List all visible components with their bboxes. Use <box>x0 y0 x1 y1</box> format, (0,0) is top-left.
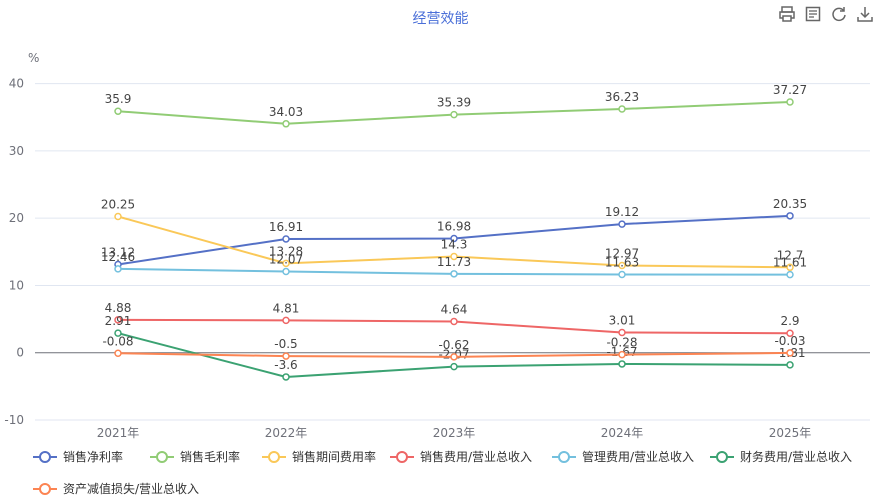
data-label: 4.64 <box>441 303 468 317</box>
legend-marker <box>39 483 51 495</box>
legend-label: 销售净利率 <box>63 449 123 464</box>
legend-marker <box>39 451 51 463</box>
data-label: 13.12 <box>101 245 135 259</box>
data-point <box>282 316 290 325</box>
legend-marker <box>156 451 168 463</box>
data-label: 2.9 <box>780 314 799 328</box>
data-point <box>450 110 458 119</box>
data-label: 35.9 <box>105 92 132 106</box>
data-point <box>114 349 122 358</box>
data-point <box>786 98 794 106</box>
data-label: 12.46 <box>101 250 135 264</box>
data-point <box>450 252 458 261</box>
data-label: 2.91 <box>105 314 132 328</box>
data-point <box>786 349 794 357</box>
y-tick-label: 30 <box>9 144 24 158</box>
data-label: 11.61 <box>773 256 807 270</box>
data-label: 20.25 <box>101 198 135 212</box>
data-label: 13.28 <box>269 244 303 258</box>
data-point <box>450 362 458 371</box>
legend-marker <box>558 451 570 463</box>
data-point <box>786 329 794 337</box>
data-point <box>114 316 122 324</box>
download-icon[interactable] <box>857 6 873 22</box>
data-label: -0.28 <box>606 336 637 350</box>
data-point <box>114 329 122 337</box>
data-label: -3.6 <box>274 358 297 372</box>
data-point <box>618 105 626 113</box>
x-tick-label: 2022年 <box>265 426 308 440</box>
data-point <box>786 263 794 272</box>
data-label: 11.63 <box>605 255 639 269</box>
x-tick-label: 2025年 <box>769 426 812 440</box>
legend-label: 销售毛利率 <box>180 449 240 464</box>
data-label: -0.5 <box>274 337 297 351</box>
y-tick-label: 0 <box>16 346 24 360</box>
data-point <box>114 107 122 115</box>
legend-label: 销售期间费用率 <box>292 449 376 464</box>
data-label: 12.7 <box>777 248 804 262</box>
restore-icon[interactable] <box>831 6 847 22</box>
legend-label: 财务费用/营业总收入 <box>740 449 852 464</box>
x-tick-label: 2021年 <box>97 426 140 440</box>
x-tick-label: 2023年 <box>433 426 476 440</box>
x-tick-label: 2024年 <box>601 426 644 440</box>
data-point <box>282 120 290 128</box>
legend-marker <box>396 451 408 463</box>
data-label: -0.62 <box>438 338 469 352</box>
data-point <box>450 317 458 326</box>
data-label: 19.12 <box>605 205 639 219</box>
legend-label: 销售费用/营业总收入 <box>420 449 532 464</box>
data-point <box>618 261 626 270</box>
data-point <box>282 352 290 360</box>
data-label: 16.91 <box>269 220 303 234</box>
y-tick-label: 20 <box>9 211 24 225</box>
data-label: 4.88 <box>105 301 132 315</box>
data-label: 34.03 <box>269 105 303 119</box>
data-point <box>786 361 794 369</box>
legend-label: 管理费用/营业总收入 <box>582 449 694 464</box>
data-point <box>618 328 626 337</box>
data-label: -0.08 <box>102 334 133 348</box>
y-tick-label: 10 <box>9 278 24 292</box>
data-label: 16.98 <box>437 219 471 233</box>
data-label: 12.97 <box>605 246 639 260</box>
data-label: 37.27 <box>773 83 807 97</box>
data-label: 3.01 <box>609 313 636 327</box>
legend-marker <box>716 451 728 463</box>
y-tick-label: 40 <box>9 77 24 91</box>
data-label: 36.23 <box>605 90 639 104</box>
y-axis-unit: % <box>28 51 39 65</box>
data-point <box>618 360 626 368</box>
data-label: 4.81 <box>273 301 300 315</box>
data-point <box>786 212 794 220</box>
data-label: 12.07 <box>269 253 303 267</box>
data-point <box>618 220 626 228</box>
data-point <box>282 235 290 243</box>
data-point <box>450 353 458 361</box>
data-point <box>282 373 290 381</box>
data-label: 11.73 <box>437 255 471 269</box>
toolbox <box>779 6 873 22</box>
data-label: 35.39 <box>437 96 471 110</box>
data-point <box>282 259 290 268</box>
data-point <box>786 270 794 279</box>
legend-label: 资产减值损失/营业总收入 <box>63 481 199 496</box>
data-point <box>618 350 626 359</box>
data-point <box>282 267 290 276</box>
data-point <box>450 270 458 278</box>
data-view-icon[interactable] <box>805 6 821 22</box>
data-point <box>114 212 122 221</box>
chart-title: 经营效能 <box>412 11 469 27</box>
legend-marker <box>268 451 280 463</box>
data-label: 14.3 <box>441 238 468 252</box>
data-label: -0.03 <box>774 334 805 348</box>
print-icon[interactable] <box>779 6 795 22</box>
data-point <box>450 234 458 243</box>
data-point <box>114 265 122 273</box>
data-point <box>618 270 626 279</box>
y-tick-label: -10 <box>4 413 24 427</box>
data-label: 20.35 <box>773 197 807 211</box>
